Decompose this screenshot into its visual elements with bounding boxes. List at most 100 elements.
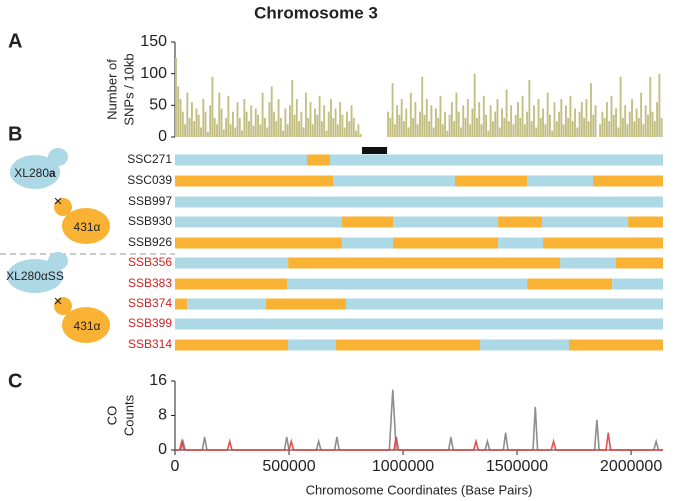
bar	[252, 125, 255, 137]
bar	[633, 121, 636, 137]
bar	[330, 99, 332, 137]
bar	[266, 127, 269, 137]
cross-symbol: ×	[54, 293, 63, 310]
bar	[628, 111, 631, 137]
y-tick-label: 8	[158, 407, 167, 424]
bar	[270, 86, 273, 137]
bar	[587, 121, 590, 137]
row-label: SSC271	[127, 152, 172, 166]
segment	[341, 237, 394, 249]
bar	[200, 127, 202, 137]
bar	[254, 108, 257, 137]
bar	[637, 118, 640, 137]
bar	[284, 108, 287, 137]
bar	[656, 102, 659, 137]
x-tick-label: 500000	[262, 458, 315, 475]
bar	[462, 105, 465, 137]
bar	[535, 127, 538, 137]
bar	[599, 124, 602, 137]
bar	[578, 111, 581, 137]
bar	[334, 108, 337, 137]
x-tick-label: 2000000	[600, 458, 662, 475]
bar	[227, 95, 230, 137]
bar	[428, 121, 431, 137]
strain-label: XL280a	[14, 166, 56, 180]
cell-bud	[54, 198, 72, 216]
bar	[407, 127, 410, 137]
bar	[339, 102, 342, 137]
bar	[311, 124, 314, 137]
bar	[343, 127, 346, 137]
bar	[439, 95, 442, 137]
bar	[432, 127, 435, 137]
panel-letter: C	[8, 370, 22, 392]
segment	[543, 237, 663, 249]
bar	[455, 92, 458, 137]
bar	[460, 127, 462, 137]
bar	[190, 102, 193, 137]
bar	[184, 124, 187, 137]
bar	[437, 118, 440, 137]
bar	[423, 114, 426, 137]
bar	[175, 57, 177, 138]
segment	[628, 216, 663, 228]
row-label: SSB383	[128, 276, 172, 290]
bar	[514, 114, 517, 137]
bar	[608, 121, 611, 137]
bar	[464, 118, 467, 137]
segment	[175, 216, 342, 228]
bar	[419, 111, 421, 137]
co-line	[175, 389, 663, 451]
bar	[501, 108, 503, 137]
bar	[318, 95, 321, 137]
bar	[485, 114, 488, 137]
bar	[446, 130, 449, 137]
figure-title: Chromosome 3	[254, 3, 378, 22]
bar	[457, 111, 460, 137]
segment	[569, 339, 663, 351]
bar	[307, 118, 310, 137]
bar	[250, 105, 253, 137]
y-tick-label: 150	[140, 33, 167, 50]
y-tick-label: 16	[149, 372, 167, 389]
segment	[330, 154, 663, 166]
bar	[341, 114, 344, 137]
bar	[444, 111, 446, 137]
segment	[175, 278, 287, 290]
bar	[653, 121, 656, 137]
bar	[615, 108, 617, 137]
bar	[480, 124, 483, 137]
bar	[619, 76, 622, 137]
bar	[450, 102, 453, 137]
bar	[487, 130, 490, 137]
bar	[476, 118, 478, 137]
bar	[660, 118, 663, 137]
bar	[585, 99, 588, 137]
bar	[519, 118, 522, 137]
bar	[544, 124, 547, 137]
bar	[569, 95, 572, 137]
bar	[323, 105, 326, 137]
bar	[211, 76, 214, 137]
cell	[62, 307, 110, 343]
segment	[542, 216, 629, 228]
bar	[583, 118, 586, 137]
bar	[507, 121, 510, 137]
bar	[649, 76, 652, 137]
bar	[510, 105, 513, 137]
bar	[396, 105, 399, 137]
bar	[320, 121, 323, 137]
segment	[175, 257, 289, 269]
segment	[175, 237, 342, 249]
bar	[553, 102, 556, 137]
bar	[188, 118, 191, 137]
bar	[473, 73, 476, 137]
bar	[293, 114, 296, 137]
bar	[291, 80, 294, 137]
bar	[548, 114, 551, 137]
bar	[517, 102, 519, 137]
bar	[177, 86, 180, 137]
bar	[441, 124, 444, 137]
segment	[265, 298, 347, 310]
bar	[469, 124, 472, 137]
